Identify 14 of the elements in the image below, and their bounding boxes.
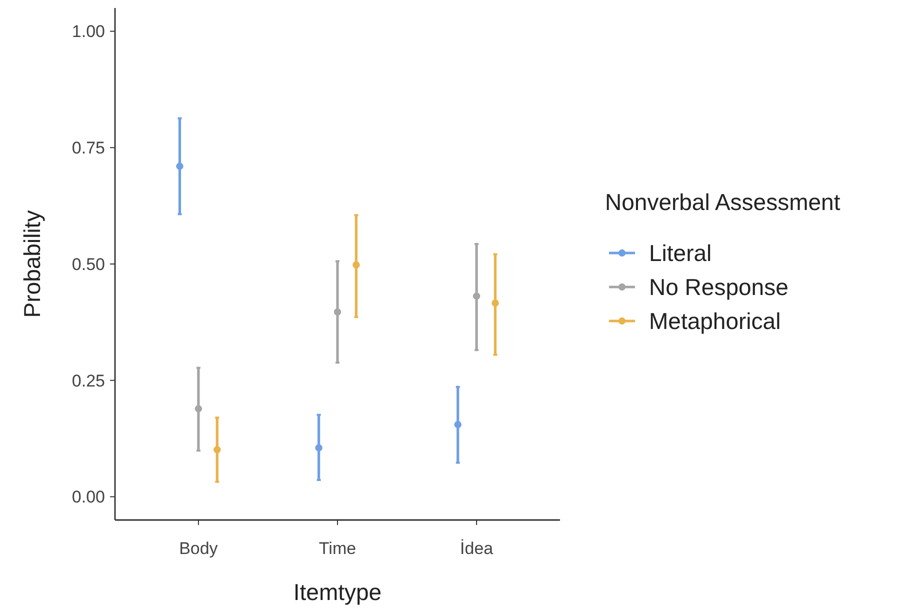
x-tick-label: Time bbox=[318, 539, 356, 558]
legend-label: Literal bbox=[649, 240, 712, 266]
y-tick-label: 0.75 bbox=[72, 138, 105, 158]
y-tick-label: 0.00 bbox=[72, 488, 105, 507]
y-tick-label: 0.50 bbox=[72, 254, 105, 274]
x-tick-label: Body bbox=[179, 539, 218, 558]
x-tick-label: İdea bbox=[460, 539, 494, 558]
legend-label: No Response bbox=[649, 274, 788, 300]
legend-label: Metaphorical bbox=[649, 308, 781, 334]
y-tick-label: 1.00 bbox=[72, 22, 105, 42]
y-axis-title: Probability bbox=[19, 210, 45, 318]
legend-title: Nonverbal Assessment bbox=[605, 189, 841, 215]
y-tick-label: 0.25 bbox=[72, 371, 105, 390]
x-axis-title: Itemtype bbox=[293, 579, 382, 605]
